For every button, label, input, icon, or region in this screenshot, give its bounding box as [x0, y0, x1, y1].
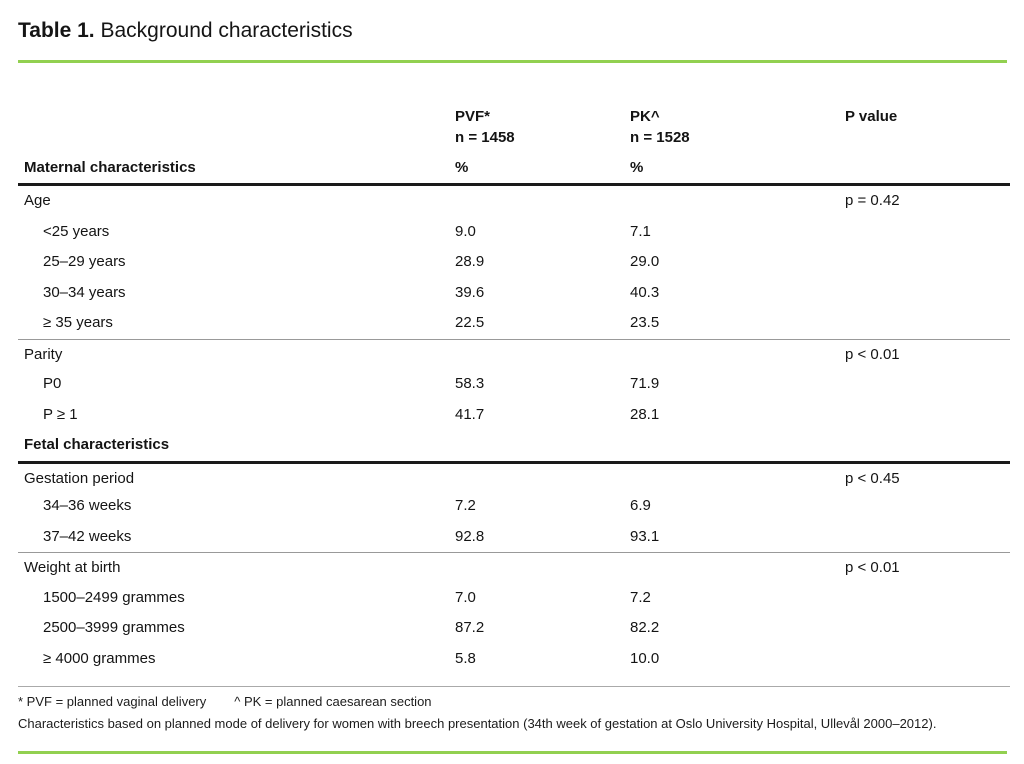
- pk-value: 10.0: [630, 649, 660, 667]
- row-label: 25–29 years: [43, 253, 126, 271]
- bottom-accent-rule: [18, 751, 1007, 754]
- pk-value: 82.2: [630, 619, 660, 637]
- table-row: 37–42 weeks 92.8 93.1: [18, 522, 1010, 553]
- table-row: P0 58.3 71.9: [18, 369, 1010, 400]
- table-body: Age p = 0.42 <25 years 9.0 7.1 25–29 years 28.…: [18, 186, 1010, 674]
- pvf-value: 41.7: [455, 405, 485, 423]
- table-row: Gestation period p < 0.45: [18, 460, 1010, 492]
- row-label: <25 years: [43, 222, 110, 240]
- table-row: ≥ 4000 grammes 5.8 10.0: [18, 644, 1010, 675]
- table-title: Table 1. Background characteristics: [18, 18, 353, 44]
- row-label: ≥ 4000 grammes: [43, 649, 156, 667]
- pvf-value: 92.8: [455, 527, 485, 545]
- row-label: P ≥ 1: [43, 405, 78, 423]
- pvf-value: 7.2: [455, 497, 476, 515]
- pk-value: 7.1: [630, 222, 651, 240]
- pvf-column-unit: %: [455, 159, 469, 176]
- pk-column-n: n = 1528: [630, 129, 690, 146]
- footnote-divider: [18, 686, 1010, 687]
- pvf-column-n: n = 1458: [455, 129, 515, 146]
- table-row: ≥ 35 years 22.5 23.5: [18, 308, 1010, 339]
- footnote-pvf: * PVF = planned vaginal delivery: [18, 694, 207, 709]
- table-title-text: Background characteristics: [94, 19, 353, 42]
- pvf-value: 5.8: [455, 649, 476, 667]
- pvf-value: 7.0: [455, 588, 476, 606]
- pvf-value: 9.0: [455, 222, 476, 240]
- table-row: <25 years 9.0 7.1: [18, 217, 1010, 248]
- pvf-value: 22.5: [455, 314, 485, 332]
- pk-value: 23.5: [630, 314, 660, 332]
- top-accent-rule: [18, 60, 1007, 63]
- table-row: Parity p < 0.01: [18, 338, 1010, 370]
- header-row-group: Maternal characteristics: [18, 100, 455, 183]
- row-label: 37–42 weeks: [43, 527, 132, 545]
- table-title-number: Table 1.: [18, 19, 95, 42]
- header-col-pvf: PVF* n = 1458 %: [455, 100, 630, 183]
- footnote-description: Characteristics based on planned mode of…: [18, 716, 937, 731]
- table-header-row: Maternal characteristics PVF* n = 1458 %…: [18, 100, 1010, 186]
- row-label: Weight at birth: [24, 559, 121, 576]
- p-value: p = 0.42: [845, 192, 900, 210]
- row-label: Parity: [24, 345, 63, 363]
- footnote-pk: ^ PK = planned caesarean section: [234, 694, 432, 709]
- row-label: Gestation period: [24, 469, 135, 487]
- pk-value: 7.2: [630, 588, 651, 606]
- row-label: ≥ 35 years: [43, 314, 113, 332]
- data-table: Maternal characteristics PVF* n = 1458 %…: [18, 100, 1010, 674]
- table-row: 2500–3999 grammes 87.2 82.2: [18, 613, 1010, 644]
- pk-value: 71.9: [630, 375, 660, 393]
- row-label: 34–36 weeks: [43, 497, 132, 515]
- p-value: p < 0.01: [845, 559, 900, 576]
- table-row: 25–29 years 28.9 29.0: [18, 247, 1010, 278]
- table-row: 34–36 weeks 7.2 6.9: [18, 491, 1010, 522]
- row-label: Age: [24, 192, 51, 210]
- pk-column-name: PK^: [630, 108, 660, 125]
- table-row: Weight at birth p < 0.01: [18, 552, 1010, 583]
- header-col-pvalue: P value: [838, 100, 1010, 183]
- pvf-value: 28.9: [455, 253, 485, 271]
- pk-value: 40.3: [630, 283, 660, 301]
- pvf-value: 87.2: [455, 619, 485, 637]
- pk-value: 6.9: [630, 497, 651, 515]
- pk-value: 28.1: [630, 405, 660, 423]
- row-label: 1500–2499 grammes: [43, 588, 185, 606]
- table-row: Fetal characteristics: [18, 430, 1010, 461]
- pvf-value: 58.3: [455, 375, 485, 393]
- row-label: 30–34 years: [43, 283, 126, 301]
- header-row-group-label: Maternal characteristics: [24, 159, 196, 176]
- pk-value: 29.0: [630, 253, 660, 271]
- pvalue-column-name: P value: [845, 108, 898, 125]
- row-label: 2500–3999 grammes: [43, 619, 185, 637]
- row-label: P0: [43, 375, 62, 393]
- table-row: P ≥ 1 41.7 28.1: [18, 400, 1010, 431]
- pvf-value: 39.6: [455, 283, 485, 301]
- table-row: 30–34 years 39.6 40.3: [18, 278, 1010, 309]
- p-value: p < 0.45: [845, 469, 900, 487]
- header-col-pk: PK^ n = 1528 %: [630, 100, 838, 183]
- pvf-column-name: PVF*: [455, 108, 491, 125]
- footnote-abbreviations: * PVF = planned vaginal delivery ^ PK = p…: [18, 692, 1018, 712]
- table-row: 1500–2499 grammes 7.0 7.2: [18, 583, 1010, 614]
- pk-column-unit: %: [630, 159, 644, 176]
- table-row: Age p = 0.42: [18, 186, 1010, 217]
- row-label: Fetal characteristics: [24, 436, 170, 454]
- pk-value: 93.1: [630, 527, 660, 545]
- p-value: p < 0.01: [845, 345, 900, 363]
